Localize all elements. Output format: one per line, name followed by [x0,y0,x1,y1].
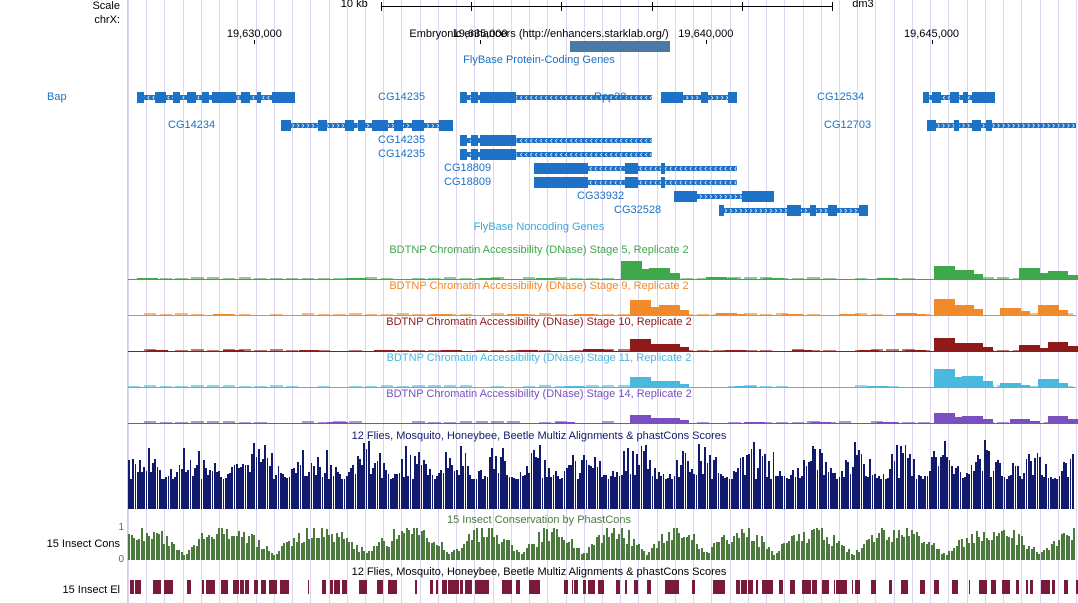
phastcons15-ylabel: 15 Insect Cons [0,538,120,550]
gene-label: CG18809 [444,176,491,188]
dnase-track [128,402,1076,424]
dnase-title: BDTNP Chromatin Accessibility (DNase) St… [0,244,1078,256]
assembly-label: dm3 [852,0,873,10]
enhancer-block[interactable] [570,41,669,52]
dnase-title: BDTNP Chromatin Accessibility (DNase) St… [0,352,1078,364]
gene-label: CG12534 [817,91,864,103]
noncoding-track-title: FlyBase Noncoding Genes [0,221,1078,233]
el15-ylabel: 15 Insect El [0,584,120,596]
enhancer-track-title: Embryonic enhancers (http://enhancers.st… [0,28,1078,40]
gene-label: CG33932 [577,190,624,202]
phastcons15-title: 15 Insect Conservation by PhastCons [0,514,1078,526]
dnase-track [128,258,1076,280]
gene-label: CG14235 [378,91,425,103]
el15-track [128,580,1076,594]
gene-label: CG12703 [824,119,871,131]
dnase-track [128,330,1076,352]
dnase-track [128,294,1076,316]
phastcons15-ymax: 1 [108,522,124,533]
gene-label: CG14235 [378,148,425,160]
gene-label: CG14235 [378,134,425,146]
left-margin-line [127,0,128,603]
dnase-track [128,366,1076,388]
scale-row: Scale 10 kb dm3 [0,0,1078,14]
scale-label: Scale [0,0,120,12]
coord-row: chrX: 19,630,00019,635,00019,640,00019,6… [0,14,1078,28]
phastcons12-track [128,443,1076,509]
phastcons12-title: 12 Flies, Mosquito, Honeybee, Beetle Mul… [0,430,1078,442]
scale-unit: 10 kb [341,0,368,10]
scale-bar: 10 kb dm3 [381,0,832,14]
genes-track-title: FlyBase Protein-Coding Genes [0,54,1078,66]
gene-label: CG18809 [444,162,491,174]
dnase-title: BDTNP Chromatin Accessibility (DNase) St… [0,316,1078,328]
gene-label: Rpp20 [594,91,626,103]
gene-label: Bap [47,91,67,103]
phastcons15-ymin: 0 [108,554,124,565]
phastcons15-track [128,528,1076,560]
gene-label: CG14234 [168,119,215,131]
gene-label: CG32528 [614,204,661,216]
el15-title: 12 Flies, Mosquito, Honeybee, Beetle Mul… [0,566,1078,578]
genome-browser: Scale 10 kb dm3 chrX: 19,630,00019,635,0… [0,0,1078,603]
dnase-title: BDTNP Chromatin Accessibility (DNase) St… [0,280,1078,292]
dnase-title: BDTNP Chromatin Accessibility (DNase) St… [0,388,1078,400]
chrom-label: chrX: [0,14,120,26]
